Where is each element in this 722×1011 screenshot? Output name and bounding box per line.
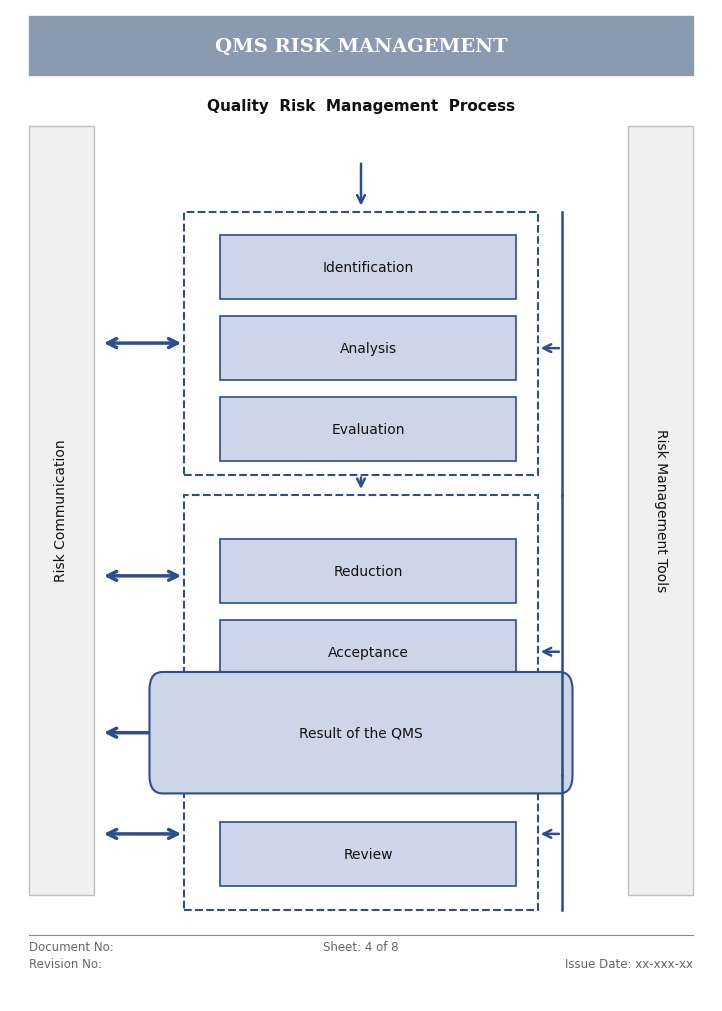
FancyBboxPatch shape bbox=[220, 621, 516, 683]
Text: Analysis: Analysis bbox=[339, 342, 397, 356]
Text: Acceptance: Acceptance bbox=[328, 645, 409, 659]
Text: Revision No:: Revision No: bbox=[29, 957, 102, 971]
Text: Reduction: Reduction bbox=[334, 564, 403, 578]
Text: Sheet: 4 of 8: Sheet: 4 of 8 bbox=[323, 940, 399, 953]
Text: Issue Date: xx-xxx-xx: Issue Date: xx-xxx-xx bbox=[565, 957, 693, 971]
FancyBboxPatch shape bbox=[220, 540, 516, 603]
FancyBboxPatch shape bbox=[220, 823, 516, 886]
FancyBboxPatch shape bbox=[149, 672, 573, 794]
FancyBboxPatch shape bbox=[220, 397, 516, 462]
FancyBboxPatch shape bbox=[628, 126, 693, 895]
Text: Quality  Risk  Management  Process: Quality Risk Management Process bbox=[207, 99, 515, 113]
Text: Evaluation: Evaluation bbox=[331, 423, 405, 437]
Text: Result of the QMS: Result of the QMS bbox=[299, 726, 423, 740]
FancyBboxPatch shape bbox=[220, 237, 516, 299]
Text: Risk Communication: Risk Communication bbox=[54, 440, 69, 581]
Text: Identification: Identification bbox=[323, 261, 414, 275]
Text: Document No:: Document No: bbox=[29, 940, 113, 953]
FancyBboxPatch shape bbox=[29, 17, 693, 76]
Text: QMS RISK MANAGEMENT: QMS RISK MANAGEMENT bbox=[214, 37, 508, 56]
FancyBboxPatch shape bbox=[29, 126, 94, 895]
Text: Risk Management Tools: Risk Management Tools bbox=[653, 429, 668, 592]
FancyBboxPatch shape bbox=[220, 317, 516, 381]
Text: Review: Review bbox=[344, 847, 393, 861]
